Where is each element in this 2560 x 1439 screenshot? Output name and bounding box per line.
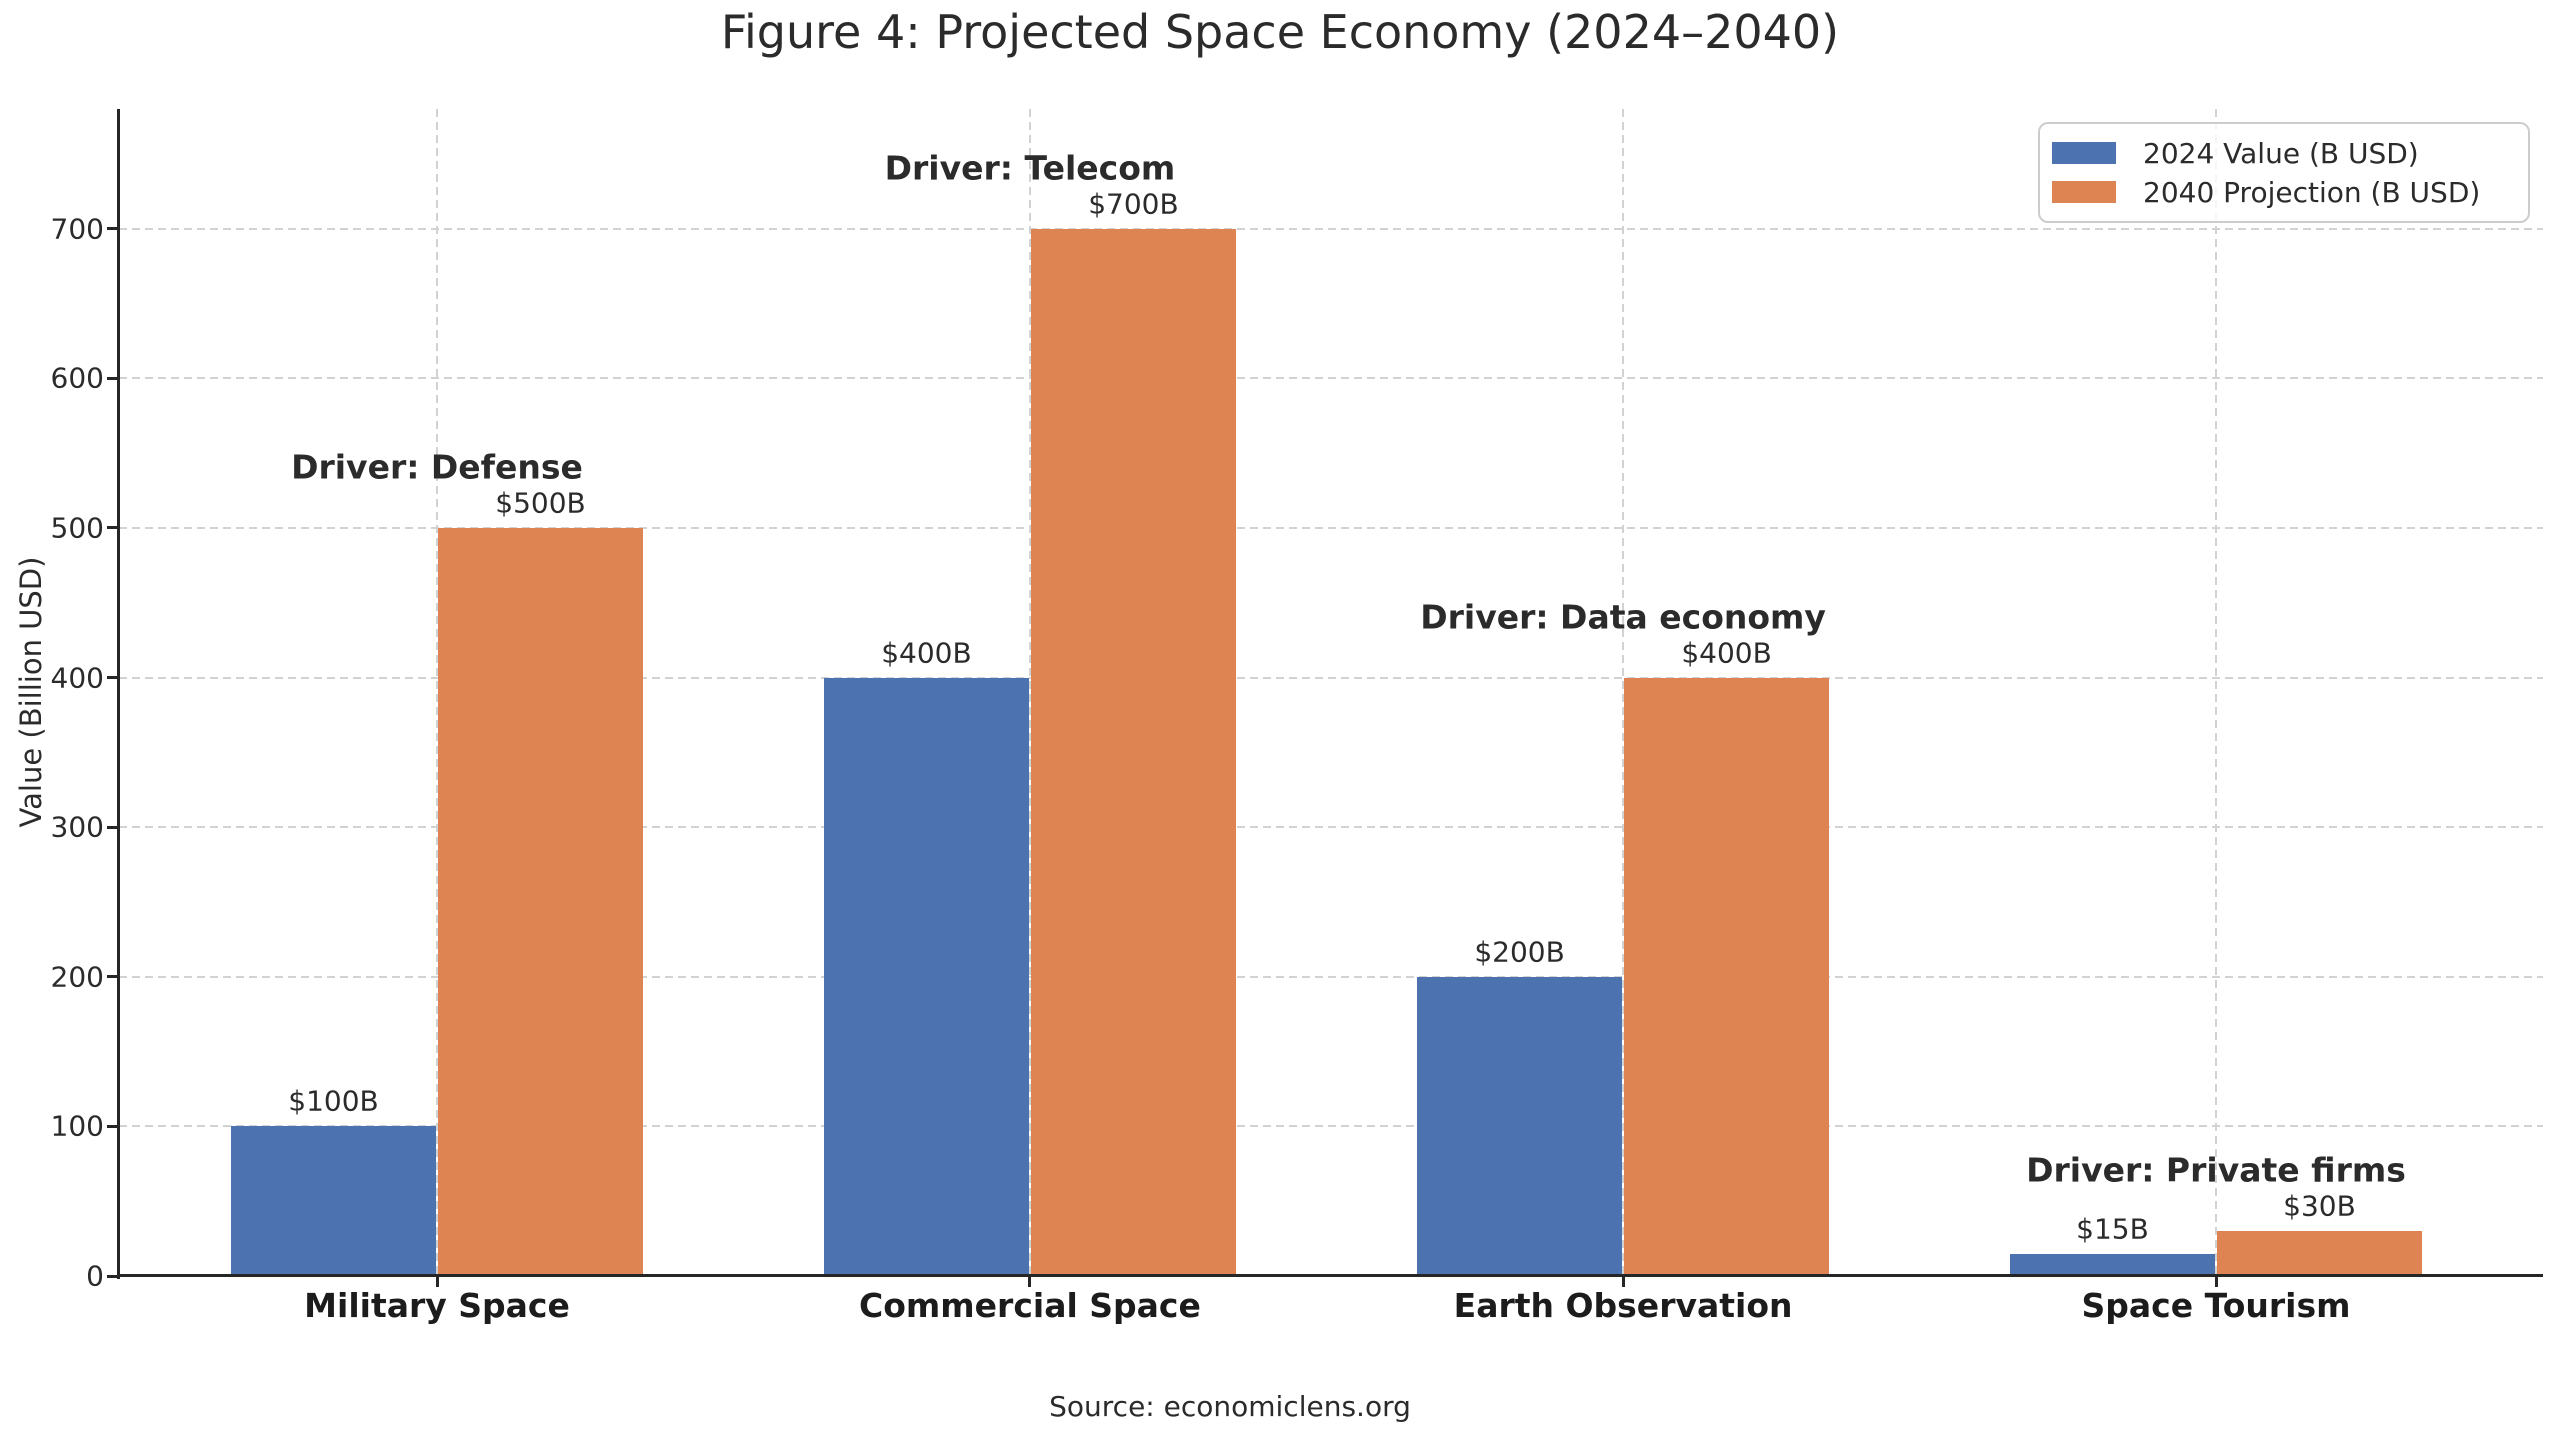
y-tick-label-500: 500 [50,511,104,545]
x-tick-space-tourism [2214,1276,2218,1287]
x-gridline-commercial-space [1028,109,1031,1276]
annotation-commercial-space: Driver: Telecom [884,148,1176,188]
legend-swatch-2040 [2052,181,2116,203]
bar-space-tourism-2024 [2010,1253,2215,1276]
x-gridline-military-space [436,109,439,1276]
y-tick-200 [107,975,119,979]
y-gridline-200 [119,975,2543,978]
x-gridline-earth-observation [1622,109,1625,1276]
y-tick-700 [107,227,119,231]
bar-earth-observation-2024 [1417,976,1623,1276]
y-gridline-500 [119,526,2543,529]
category-label-commercial-space: Commercial Space [859,1286,1201,1325]
y-tick-label-700: 700 [50,212,104,246]
x-tick-earth-observation [1621,1276,1625,1287]
category-label-military-space: Military Space [304,1286,570,1325]
legend: 2024 Value (B USD) 2040 Projection (B US… [2038,122,2530,223]
y-tick-label-400: 400 [50,661,104,695]
y-gridline-700 [119,227,2543,230]
y-gridline-600 [119,377,2543,380]
chart-title: Figure 4: Projected Space Economy (2024–… [720,5,1840,59]
y-tick-label-600: 600 [50,361,104,395]
value-label-space-tourism-2024: $15B [2076,1212,2149,1246]
y-gridline-100 [119,1125,2543,1128]
y-tick-label-0: 0 [86,1259,104,1293]
value-label-commercial-space-2024: $400B [881,636,972,670]
legend-item-2024: 2024 Value (B USD) [2052,135,2514,171]
annotation-space-tourism: Driver: Private firms [2026,1150,2406,1190]
x-tick-military-space [435,1276,439,1287]
bar-commercial-space-2024 [823,677,1029,1276]
y-tick-100 [107,1124,119,1128]
legend-swatch-2024 [2052,142,2116,164]
y-tick-500 [107,526,119,530]
value-label-space-tourism-2040: $30B [2283,1189,2356,1223]
y-tick-400 [107,676,119,680]
value-label-earth-observation-2040: $400B [1681,636,1772,670]
bar-earth-observation-2040 [1624,677,1830,1276]
bar-commercial-space-2040 [1030,228,1236,1276]
x-axis-spine [117,1274,2543,1277]
x-tick-commercial-space [1028,1276,1032,1287]
value-label-earth-observation-2024: $200B [1474,935,1565,969]
value-label-military-space-2040: $500B [495,486,586,520]
y-tick-0 [107,1274,119,1278]
source-note: Source: economiclens.org [1049,1390,1411,1423]
y-gridline-400 [119,676,2543,679]
legend-label-2024: 2024 Value (B USD) [2143,136,2419,170]
bar-military-space-2024 [231,1126,437,1276]
y-tick-600 [107,376,119,380]
y-tick-300 [107,825,119,829]
y-tick-label-300: 300 [50,810,104,844]
y-axis-spine [117,109,120,1279]
value-label-military-space-2024: $100B [288,1084,379,1118]
y-tick-label-200: 200 [50,960,104,994]
legend-label-2040: 2040 Projection (B USD) [2143,175,2481,209]
y-tick-label-100: 100 [50,1109,104,1143]
value-label-commercial-space-2040: $700B [1088,187,1179,221]
category-label-space-tourism: Space Tourism [2081,1286,2351,1325]
annotation-earth-observation: Driver: Data economy [1420,597,1826,637]
category-label-earth-observation: Earth Observation [1453,1286,1793,1325]
bar-military-space-2040 [438,527,644,1276]
bar-space-tourism-2040 [2217,1231,2422,1276]
y-gridline-300 [119,826,2543,829]
x-gridline-space-tourism [2215,109,2217,1276]
annotation-military-space: Driver: Defense [291,447,583,487]
legend-item-2040: 2040 Projection (B USD) [2052,174,2514,210]
